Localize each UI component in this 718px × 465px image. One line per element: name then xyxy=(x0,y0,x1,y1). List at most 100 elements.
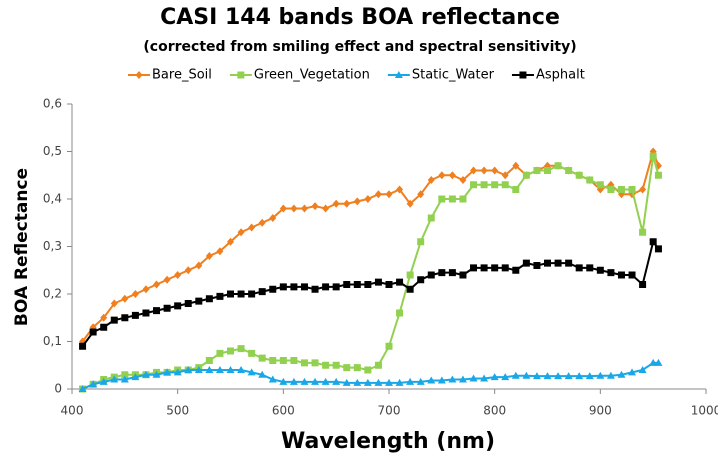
data-point xyxy=(427,271,435,279)
data-point xyxy=(332,199,340,208)
data-point xyxy=(501,264,509,272)
data-point xyxy=(332,377,341,385)
data-point xyxy=(617,186,625,193)
data-point xyxy=(121,371,129,379)
data-point xyxy=(511,371,520,379)
x-tick-label: 800 xyxy=(483,404,506,418)
data-point xyxy=(353,197,361,206)
y-tick-label: 0,3 xyxy=(43,239,62,253)
data-point xyxy=(153,280,161,289)
data-point xyxy=(564,372,573,380)
data-point xyxy=(395,378,404,386)
data-point xyxy=(607,186,615,193)
data-point xyxy=(501,171,509,180)
chart-subtitle: (corrected from smiling effect and spect… xyxy=(143,39,576,55)
data-point xyxy=(639,281,647,288)
data-point xyxy=(638,366,647,373)
data-point xyxy=(649,152,657,160)
data-point xyxy=(427,376,436,384)
data-point xyxy=(353,378,362,386)
data-point xyxy=(596,181,604,189)
data-point xyxy=(554,162,562,170)
data-point xyxy=(480,166,488,175)
data-point xyxy=(79,342,87,350)
y-tick-label: 0,1 xyxy=(43,334,62,348)
y-tick-label: 0 xyxy=(54,382,62,396)
data-point xyxy=(110,299,118,308)
x-tick-label: 500 xyxy=(166,404,189,418)
data-point xyxy=(184,300,192,307)
data-point xyxy=(596,371,605,379)
data-point xyxy=(237,366,246,373)
data-point xyxy=(469,374,478,382)
data-point xyxy=(89,380,98,388)
data-point xyxy=(491,264,499,272)
data-point xyxy=(364,195,372,203)
data-point xyxy=(512,266,520,274)
data-point xyxy=(227,347,234,355)
data-point xyxy=(258,288,266,296)
data-point xyxy=(215,366,224,373)
data-point xyxy=(311,377,320,385)
data-point xyxy=(78,385,87,392)
data-point xyxy=(532,372,541,380)
data-point xyxy=(110,375,119,383)
data-point xyxy=(226,366,235,373)
y-tick-label: 0,6 xyxy=(43,97,62,111)
data-point xyxy=(342,378,351,386)
data-point xyxy=(131,373,140,381)
data-point xyxy=(448,269,456,277)
data-point xyxy=(427,176,435,184)
data-point xyxy=(227,237,234,246)
data-point xyxy=(205,252,213,260)
data-point xyxy=(628,271,636,279)
data-point xyxy=(448,171,456,180)
data-point xyxy=(269,214,277,222)
data-point xyxy=(248,223,256,232)
x-tick-label: 600 xyxy=(272,404,295,418)
data-point xyxy=(258,218,266,227)
data-point xyxy=(184,366,193,373)
data-point xyxy=(163,275,171,284)
data-point xyxy=(374,190,382,199)
data-point xyxy=(374,361,382,369)
data-point xyxy=(290,283,298,291)
data-point xyxy=(533,167,541,174)
data-point xyxy=(607,269,615,277)
data-point xyxy=(300,283,308,291)
data-point xyxy=(501,181,509,189)
data-point xyxy=(131,290,139,298)
series-line xyxy=(81,148,660,343)
data-point xyxy=(279,204,287,213)
legend-marker xyxy=(237,71,245,79)
data-point xyxy=(300,204,308,213)
data-point xyxy=(543,372,552,380)
data-point xyxy=(300,359,308,367)
data-point xyxy=(396,309,404,317)
data-point xyxy=(237,345,245,353)
legend-label: Bare_Soil xyxy=(152,68,212,83)
data-point xyxy=(216,247,224,256)
data-point xyxy=(654,171,662,179)
data-point xyxy=(194,366,203,373)
data-point xyxy=(184,266,192,275)
data-point xyxy=(448,375,457,383)
data-point xyxy=(606,371,615,379)
data-point xyxy=(458,375,467,383)
data-point xyxy=(512,186,520,193)
legend-marker xyxy=(519,71,527,79)
data-point xyxy=(110,316,118,324)
data-point xyxy=(289,377,298,385)
data-point xyxy=(459,195,467,203)
data-point xyxy=(121,294,129,303)
data-point xyxy=(385,190,393,199)
data-point xyxy=(374,278,382,286)
data-point xyxy=(385,378,393,386)
data-point xyxy=(385,281,393,288)
data-point xyxy=(248,349,256,357)
data-point xyxy=(205,357,213,364)
data-point xyxy=(533,262,541,269)
data-point xyxy=(174,302,182,310)
data-point xyxy=(311,285,319,293)
